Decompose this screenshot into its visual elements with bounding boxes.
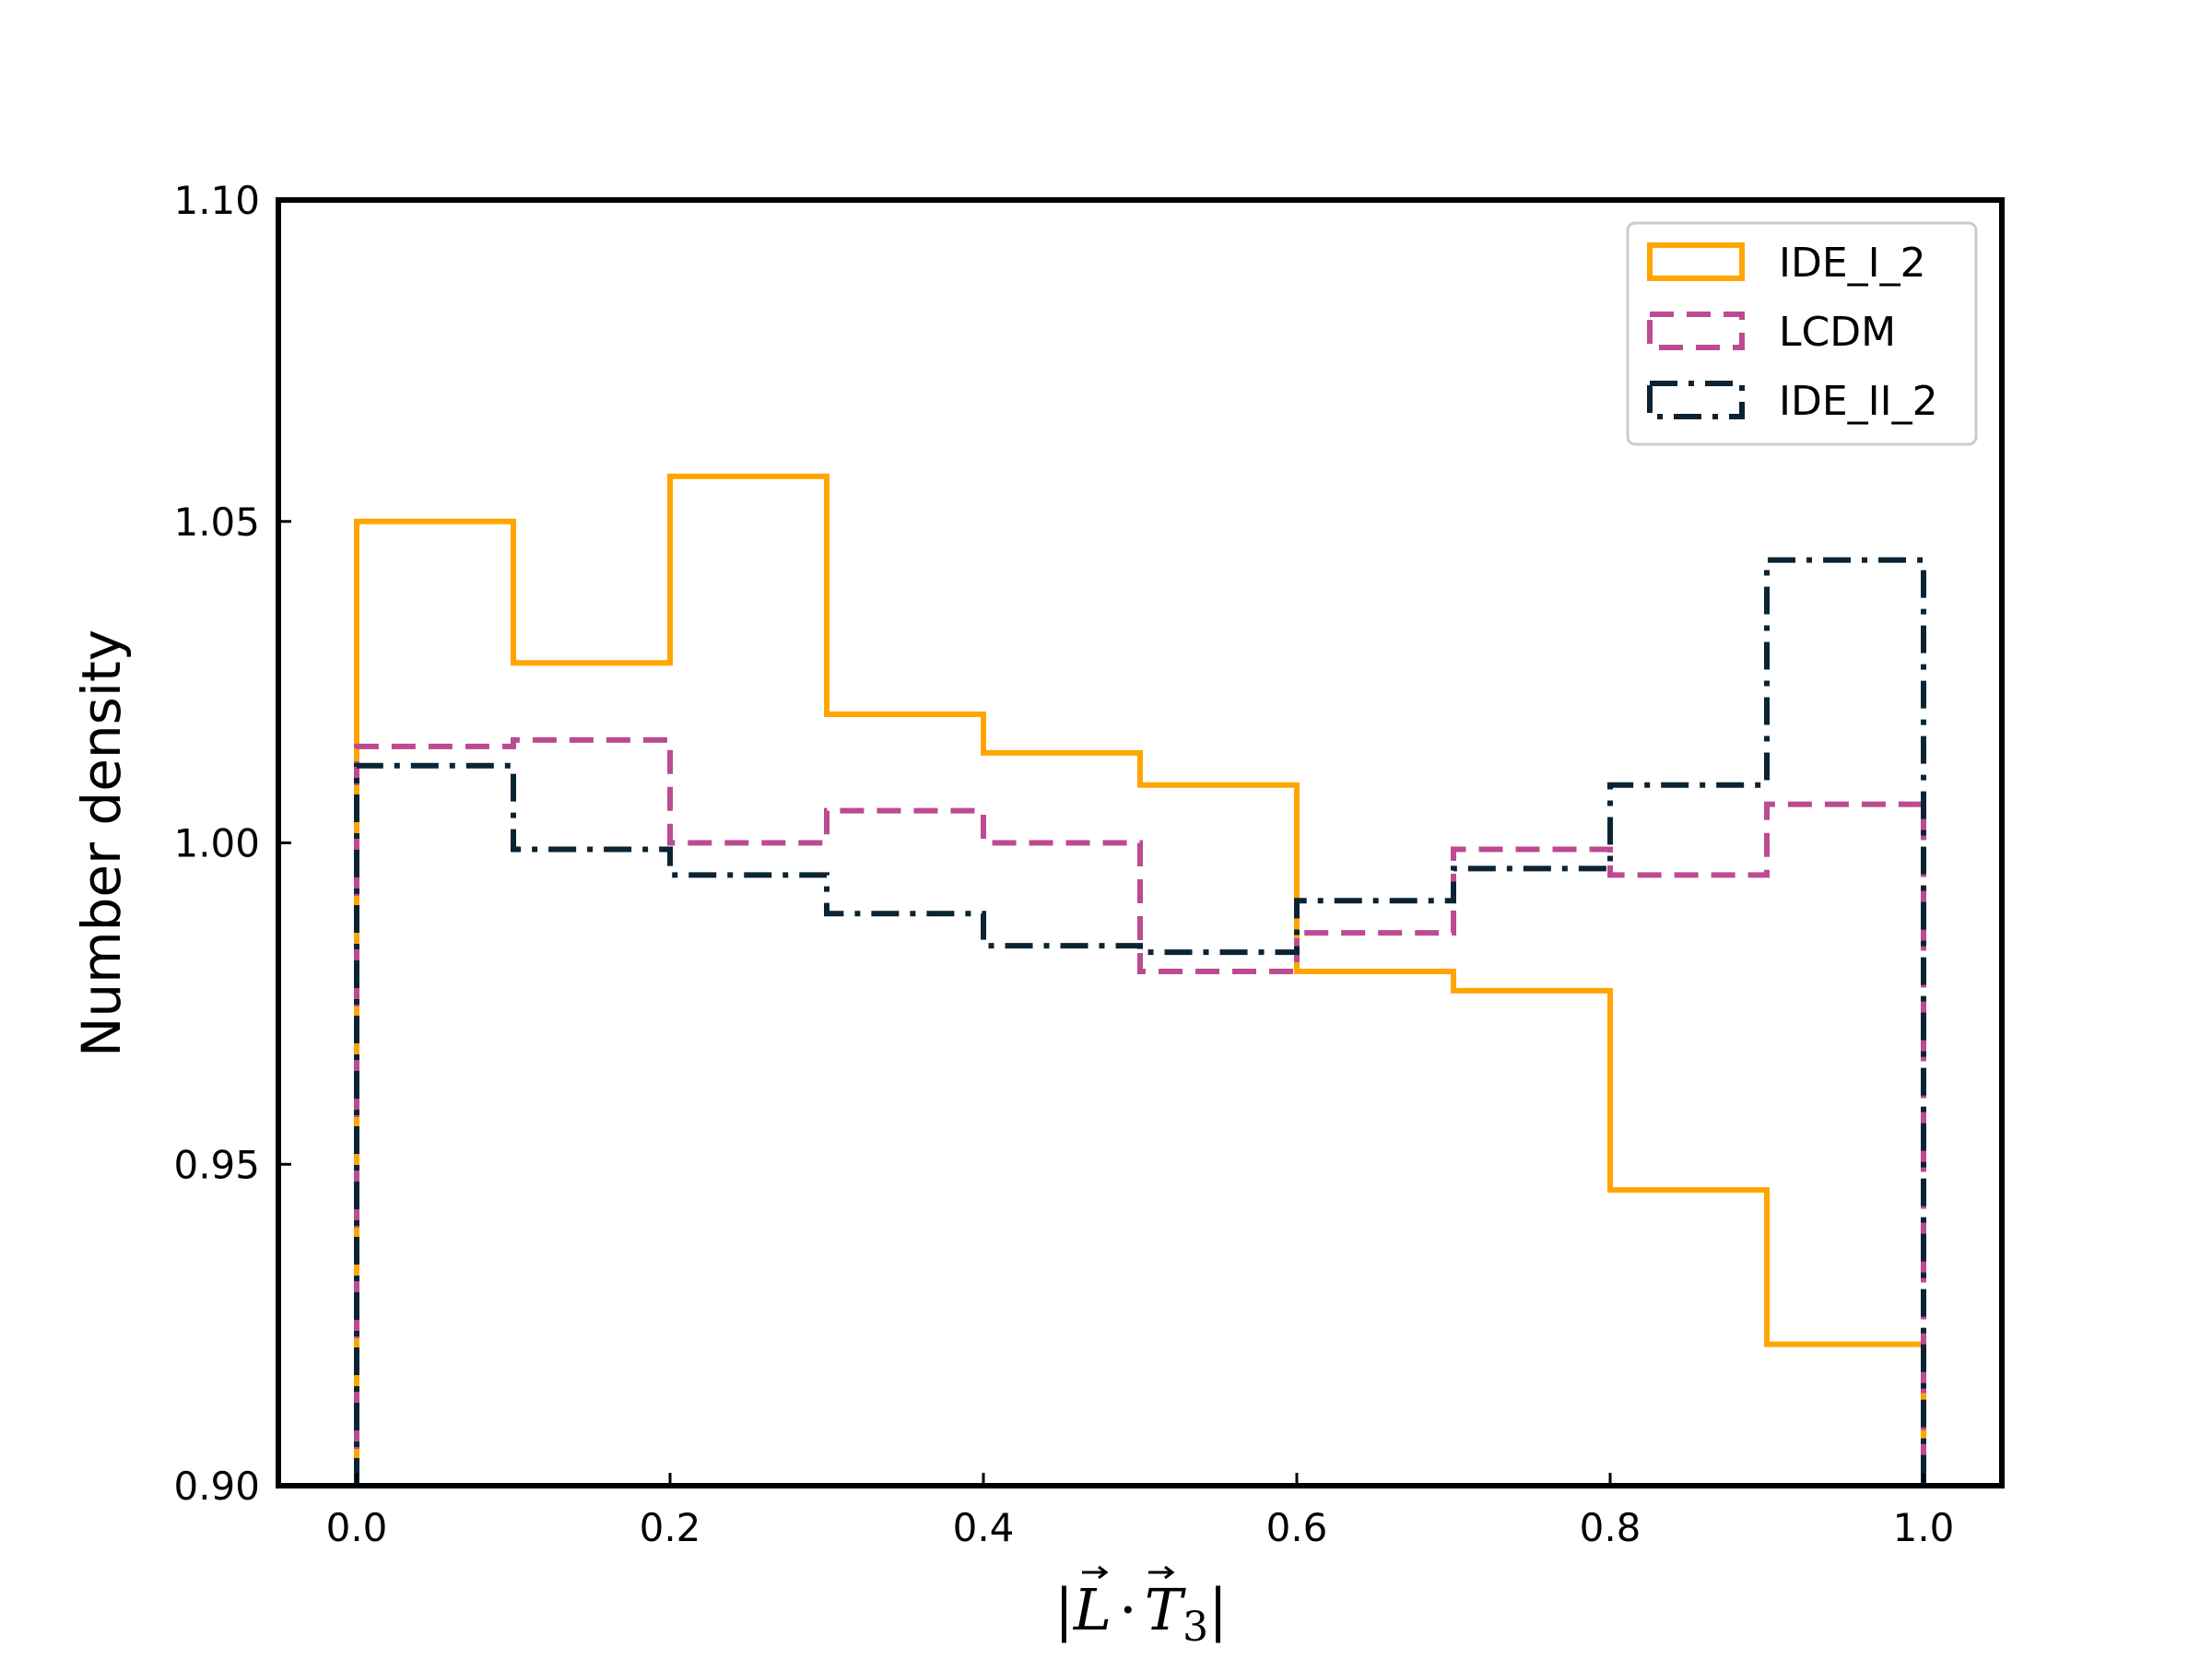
legend-swatch-ide-i-2 <box>1647 242 1745 281</box>
x-tick-label: 0.0 <box>326 1505 388 1550</box>
legend-swatch-lcdm <box>1647 312 1745 350</box>
series-layer <box>354 473 1926 1486</box>
vector-arrow-t <box>1148 1565 1175 1580</box>
legend: IDE_I_2 LCDM IDE_II_2 <box>1626 221 1978 446</box>
x-tick-label: 1.0 <box>1893 1505 1955 1550</box>
series-ide-i-2 <box>354 473 1926 1486</box>
x-label-vec-t: T <box>1145 1576 1187 1643</box>
ticks-layer: 0.0 0.2 0.4 0.6 0.8 1.0 0.90 0.95 1.00 1.05 1.10 <box>173 178 1954 1550</box>
x-label-bar-open: | <box>1054 1576 1074 1643</box>
x-tick-label: 0.4 <box>953 1505 1015 1550</box>
x-label-vec-l: L <box>1073 1576 1112 1643</box>
x-axis-label: |L · T3| <box>1054 1565 1228 1651</box>
x-tick-label: 0.6 <box>1266 1505 1328 1550</box>
x-tick-label: 0.8 <box>1580 1505 1641 1550</box>
series-lcdm <box>354 736 1926 1486</box>
legend-entries: IDE_I_2 LCDM IDE_II_2 <box>1647 240 1938 425</box>
y-tick-label: 0.90 <box>173 1464 260 1509</box>
legend-label: IDE_II_2 <box>1779 378 1938 425</box>
vector-arrow-l <box>1082 1565 1109 1580</box>
x-label-dot: · <box>1119 1576 1137 1643</box>
x-tick-label: 0.2 <box>640 1505 701 1550</box>
x-label-subscript: 3 <box>1182 1604 1208 1651</box>
y-tick-label: 1.05 <box>173 500 260 545</box>
series-ide-ii-2 <box>354 557 1926 1486</box>
y-tick-label: 1.10 <box>173 178 260 223</box>
x-axis-label-text: |L · T3| <box>1054 1576 1228 1651</box>
legend-label: IDE_I_2 <box>1779 240 1926 287</box>
y-tick-label: 1.00 <box>173 821 260 866</box>
x-label-bar-close: | <box>1208 1576 1228 1643</box>
y-axis-label: Number density <box>70 629 133 1057</box>
legend-swatch-ide-ii-2 <box>1647 381 1745 419</box>
y-tick-label: 0.95 <box>173 1142 260 1187</box>
plot-frame <box>276 197 2005 1488</box>
legend-label: LCDM <box>1779 309 1896 356</box>
